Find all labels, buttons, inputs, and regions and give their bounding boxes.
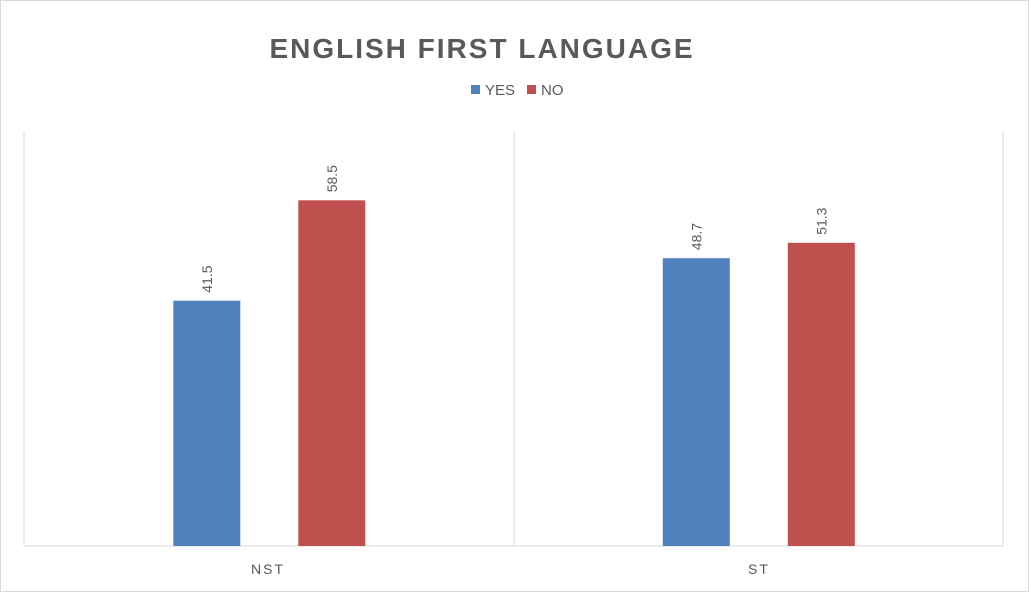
data-label-nst-yes: 41.5 — [199, 265, 215, 292]
category-label-nst: NST — [251, 561, 285, 577]
data-label-st-yes: 48.7 — [688, 223, 704, 250]
bar-st-no — [787, 242, 855, 547]
legend: YES NO — [471, 82, 564, 99]
legend-label-no: NO — [541, 82, 564, 99]
bar-nst-yes — [173, 300, 241, 546]
bars — [173, 200, 855, 547]
legend-swatch-yes — [471, 85, 480, 94]
chart-title: ENGLISH FIRST LANGUAGE — [269, 33, 694, 64]
bar-st-yes — [662, 258, 730, 546]
legend-label-yes: YES — [485, 82, 515, 99]
bar-nst-no — [298, 200, 366, 547]
data-label-st-no: 51.3 — [813, 207, 829, 234]
data-label-nst-no: 58.5 — [324, 165, 340, 192]
data-labels: 41.5 58.5 48.7 51.3 — [199, 165, 829, 293]
plot-area — [23, 131, 1004, 547]
category-label-st: ST — [748, 561, 770, 577]
legend-swatch-no — [527, 85, 536, 94]
